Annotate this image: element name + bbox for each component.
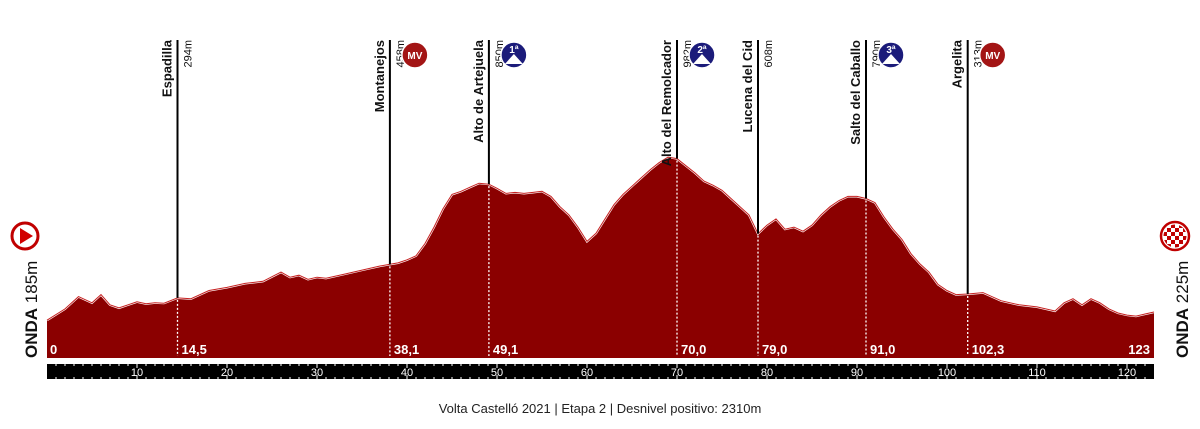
badge-label-2: 1ª <box>509 45 519 56</box>
checker-square <box>1179 240 1183 244</box>
start-marker: ONDA 185m <box>10 221 41 358</box>
mountain-icon-5 <box>882 54 900 64</box>
waypoint-name-2: Alto de Artejuela <box>471 39 486 143</box>
elevation-profile-edge <box>46 156 1155 321</box>
distance-bar-ticks: 10 20 30 40 50 60 70 80 90 100 110 120 <box>55 364 1146 379</box>
checker-square <box>1163 240 1167 244</box>
waypoint-name-6: Argelita <box>950 39 965 88</box>
km-tick-label-10: 10 <box>131 367 143 379</box>
checker-square <box>1175 228 1179 232</box>
sprint-badge-icon-1 <box>401 41 429 69</box>
finish-alt: 225m <box>1173 261 1192 304</box>
checker-square <box>1171 240 1175 244</box>
waypoint-km-2: 49,1 <box>493 342 518 357</box>
badge-label-5: 3ª <box>886 45 896 56</box>
sprint-badge-icon-6 <box>978 41 1007 69</box>
waypoint-km-4: 79,0 <box>762 342 787 357</box>
waypoint-km-5: 91,0 <box>870 342 895 357</box>
waypoint-alt-0: 294m <box>183 40 195 68</box>
km-tick-label-80: 80 <box>761 367 773 379</box>
checker-square <box>1171 224 1175 228</box>
start-label: ONDA 185m <box>22 261 41 358</box>
waypoint-name-3: Alto del Remolcador <box>659 40 674 166</box>
km-tick-label-60: 60 <box>581 367 593 379</box>
waypoint-km-0: 14,5 <box>182 342 207 357</box>
km-tick-label-110: 110 <box>1028 367 1046 379</box>
checker-square <box>1163 232 1167 236</box>
checker-squares <box>1163 224 1187 248</box>
checker-square <box>1175 236 1179 240</box>
km-tick-label-100: 100 <box>938 367 956 379</box>
waypoint-name-5: Salto del Caballo <box>848 40 863 145</box>
checker-square <box>1175 244 1179 248</box>
km-tick-label-50: 50 <box>491 367 503 379</box>
km-tick-label-70: 70 <box>671 367 683 379</box>
checker-square <box>1183 236 1187 240</box>
waypoint-km-6: 102,3 <box>972 342 1005 357</box>
footer-caption: Volta Castelló 2021 | Etapa 2 | Desnivel… <box>439 401 762 416</box>
badge-label-6: MV <box>985 51 1000 62</box>
waypoint-km-3: 70,0 <box>681 342 706 357</box>
waypoint-name-4: Lucena del Cid <box>740 40 755 133</box>
waypoints: Espadilla 294m Montanejos 458m MV Alto de Art… <box>160 39 1007 356</box>
waypoint-alt-4: 608m <box>763 40 775 68</box>
end-km-label: 123 <box>1128 342 1150 357</box>
badge-label-1: MV <box>407 51 422 62</box>
km-labels: 14,5 38,1 49,1 70,0 79,0 91,0 102,3 0 123 <box>50 342 1150 357</box>
km-tick-label-120: 120 <box>1118 367 1136 379</box>
waypoint-name-1: Montanejos <box>372 40 387 112</box>
checker-square <box>1167 244 1171 248</box>
checker-square <box>1167 228 1171 232</box>
checker-square <box>1167 236 1171 240</box>
elevation-profile-area <box>47 157 1154 358</box>
finish-marker: ONDA 225m <box>1159 220 1192 358</box>
mountain-icon-3 <box>693 54 711 64</box>
km-tick-label-30: 30 <box>311 367 323 379</box>
checker-square <box>1179 232 1183 236</box>
mountain-icon-2 <box>504 54 523 64</box>
waypoint-km-1: 38,1 <box>394 342 419 357</box>
finish-name: ONDA <box>1173 308 1192 358</box>
checkered-flag-pattern <box>1163 224 1187 248</box>
badge-label-3: 2ª <box>697 45 707 56</box>
start-name: ONDA <box>22 308 41 358</box>
km-tick-label-40: 40 <box>401 367 413 379</box>
finish-label: ONDA 225m <box>1173 261 1192 358</box>
km-tick-label-90: 90 <box>851 367 863 379</box>
checker-square <box>1179 224 1183 228</box>
checker-square <box>1171 232 1175 236</box>
distance-bar <box>47 364 1154 379</box>
waypoint-name-0: Espadilla <box>160 39 175 97</box>
km-tick-label-20: 20 <box>221 367 233 379</box>
start-arrow-icon-triangle <box>20 228 33 244</box>
start-km-label: 0 <box>50 342 57 357</box>
start-alt: 185m <box>22 261 41 304</box>
checker-square <box>1183 228 1187 232</box>
